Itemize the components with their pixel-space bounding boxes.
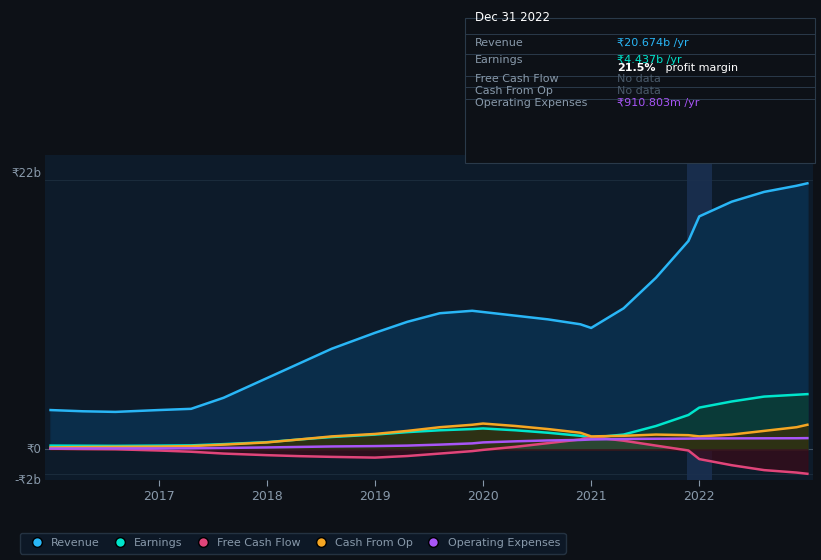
Text: -₹2b: -₹2b [14, 474, 41, 487]
Text: Dec 31 2022: Dec 31 2022 [475, 11, 550, 24]
Text: No data: No data [617, 74, 661, 85]
Legend: Revenue, Earnings, Free Cash Flow, Cash From Op, Operating Expenses: Revenue, Earnings, Free Cash Flow, Cash … [20, 533, 566, 554]
Text: profit margin: profit margin [662, 63, 738, 73]
Text: ₹22b: ₹22b [11, 167, 41, 180]
Text: 21.5%: 21.5% [617, 63, 655, 73]
Text: Revenue: Revenue [475, 38, 524, 48]
Text: ₹0: ₹0 [26, 443, 41, 456]
Text: ₹20.674b /yr: ₹20.674b /yr [617, 38, 689, 48]
Text: No data: No data [617, 86, 661, 96]
Text: Earnings: Earnings [475, 55, 523, 65]
Text: Cash From Op: Cash From Op [475, 86, 553, 96]
Text: ₹4.437b /yr: ₹4.437b /yr [617, 55, 681, 65]
Text: Operating Expenses: Operating Expenses [475, 99, 587, 109]
Text: Free Cash Flow: Free Cash Flow [475, 74, 558, 85]
Text: ₹910.803m /yr: ₹910.803m /yr [617, 99, 699, 109]
